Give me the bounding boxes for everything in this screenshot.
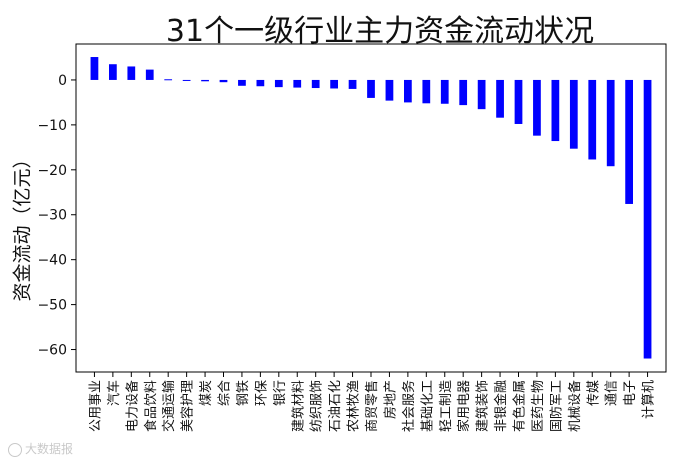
x-tick-label: 煤炭 — [199, 380, 214, 406]
bar — [348, 79, 357, 89]
y-tick-label: −30 — [37, 208, 67, 224]
x-tick-label: 纺织服饰 — [310, 380, 325, 432]
bar — [404, 79, 412, 103]
x-tick-label: 房地产 — [382, 380, 398, 419]
bar — [293, 79, 302, 88]
y-tick-label: −40 — [37, 253, 67, 269]
y-tick-label: 0 — [58, 73, 67, 89]
x-tick-label: 电力设备 — [124, 380, 140, 432]
x-tick-label: 汽车 — [106, 380, 122, 406]
x-tick-label: 石油石化 — [328, 380, 343, 432]
y-tick-label: −20 — [37, 163, 67, 179]
bar — [625, 79, 633, 204]
x-tick-label: 传媒 — [586, 380, 601, 406]
bar — [459, 79, 468, 106]
bar — [127, 66, 136, 80]
bar — [311, 79, 320, 89]
x-tick-label: 基础化工 — [420, 380, 435, 432]
x-tick-label: 医药生物 — [531, 380, 546, 432]
bar — [256, 79, 265, 87]
x-tick-label: 美容护理 — [180, 380, 196, 432]
x-tick-label: 农林牧渔 — [347, 380, 362, 432]
bar — [385, 79, 394, 101]
x-tick-label: 机械设备 — [567, 380, 583, 432]
bar — [164, 79, 173, 81]
x-tick-label: 非银金融 — [493, 380, 509, 432]
x-tick-label: 商贸零售 — [364, 380, 380, 432]
bar — [440, 79, 449, 104]
x-tick-label: 电子 — [623, 380, 638, 406]
x-tick-label: 轻工制造 — [439, 380, 454, 432]
x-tick-label: 交通运输 — [161, 380, 177, 432]
x-tick-label: 银行 — [273, 380, 288, 406]
bar — [182, 79, 191, 81]
bar — [569, 79, 578, 149]
x-tick-label: 计算机 — [642, 380, 657, 419]
bar — [551, 79, 560, 142]
bar — [422, 79, 431, 104]
x-tick-label: 环保 — [254, 380, 269, 406]
bar — [219, 79, 228, 83]
bar — [643, 79, 652, 359]
x-tick-label: 综合 — [218, 380, 233, 406]
bar — [90, 57, 99, 80]
bar — [274, 79, 283, 88]
bar — [145, 69, 154, 80]
bar — [477, 79, 486, 110]
x-tick-label: 国防军工 — [548, 380, 564, 432]
watermark-logo-icon — [8, 442, 22, 457]
x-tick-label: 社会服务 — [401, 380, 417, 432]
watermark-text: 大数据报 — [25, 442, 74, 456]
watermark: 大数据报 — [8, 440, 73, 457]
bar — [588, 79, 597, 160]
x-tick-label: 食品饮料 — [143, 380, 159, 432]
x-tick-label: 通信 — [605, 380, 620, 406]
chart-title: 31个一级行业主力资金流动状况 — [165, 14, 595, 49]
bar — [367, 79, 375, 98]
x-tick-label: 公用事业 — [88, 380, 103, 432]
bar — [109, 64, 117, 80]
bar — [238, 79, 246, 86]
bar — [330, 79, 338, 89]
bar — [606, 79, 615, 167]
bar — [514, 79, 523, 124]
x-tick-label: 家用电器 — [456, 380, 472, 432]
y-tick-label: −10 — [37, 118, 67, 134]
x-tick-label: 建筑材料 — [290, 380, 306, 432]
bar — [496, 79, 504, 118]
y-tick-label: −50 — [37, 298, 67, 314]
y-tick-label: −60 — [37, 343, 67, 359]
bar — [533, 79, 541, 136]
x-tick-label: 有色金属 — [512, 380, 528, 432]
x-tick-label: 建筑装饰 — [475, 380, 491, 432]
x-tick-label: 钢铁 — [236, 380, 251, 406]
bar — [201, 79, 209, 82]
